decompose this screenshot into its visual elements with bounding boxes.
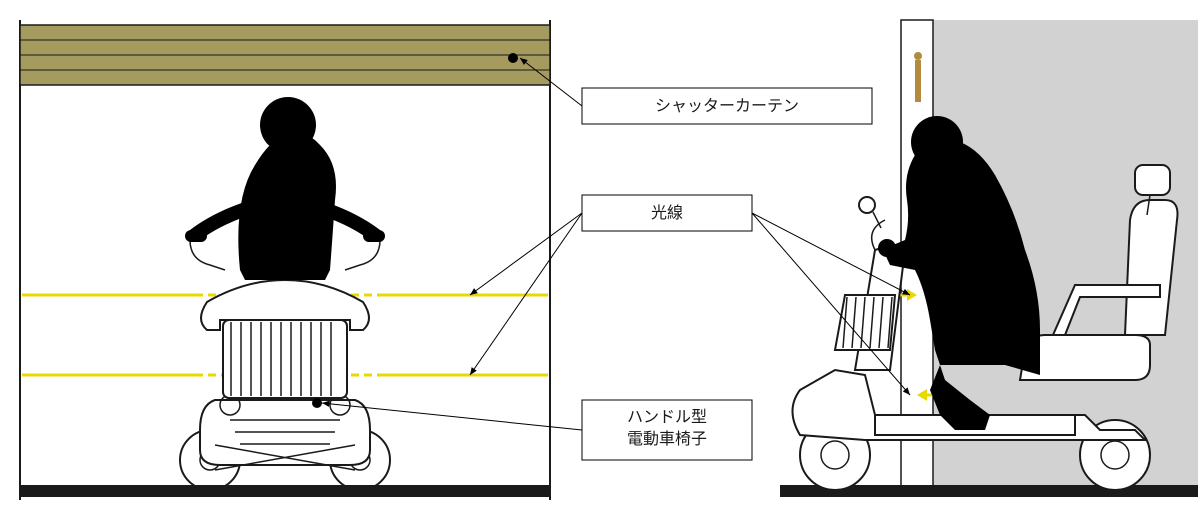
label-light-beam: 光線 [582,195,752,231]
wheelchair-indicator-dot [312,398,322,408]
shutter-indicator-dot [508,53,518,63]
label-shutter-curtain-text: シャッターカーテン [655,97,799,115]
label-shutter-curtain: シャッターカーテン [582,88,872,124]
label-wheelchair-text-1: ハンドル型 [627,408,707,426]
floor-left [20,485,550,497]
diagram-svg: シャッターカーテン光線ハンドル型電動車椅子 [0,0,1200,517]
label-wheelchair-text-2: 電動車椅子 [627,430,707,448]
label-wheelchair: ハンドル型電動車椅子 [582,400,752,460]
label-light-beam-text: 光線 [651,204,683,222]
door-sensor [915,60,921,102]
